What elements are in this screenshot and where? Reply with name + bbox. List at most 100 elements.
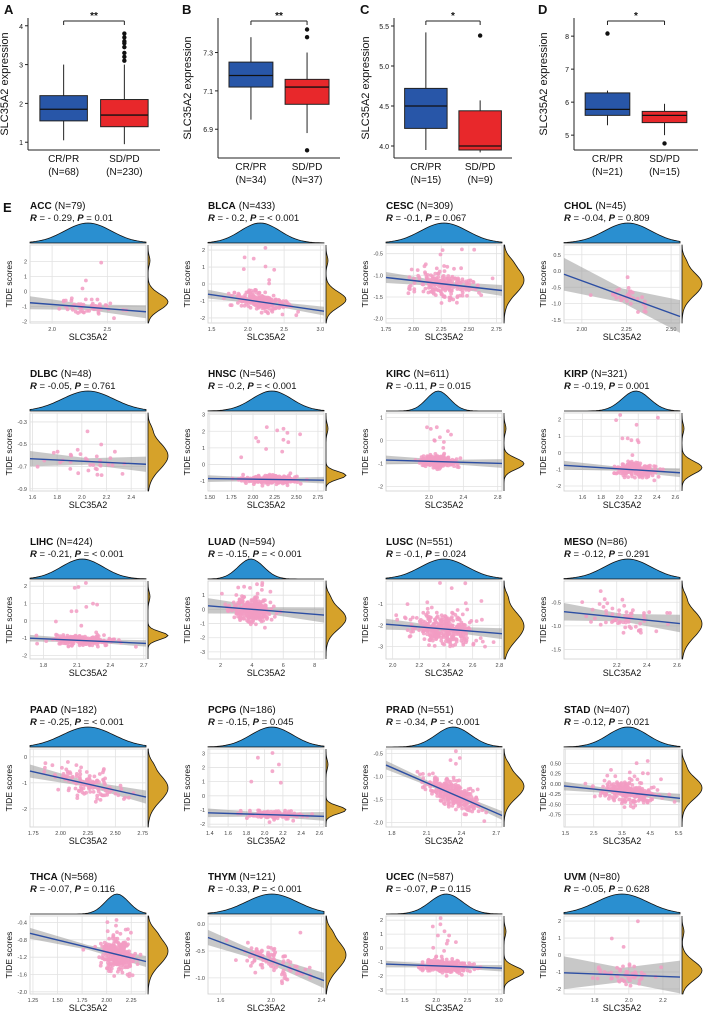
data-point [412, 289, 417, 294]
data-point [88, 790, 93, 794]
data-point [442, 949, 446, 953]
data-point [631, 608, 635, 613]
data-point [443, 618, 448, 623]
data-point [408, 634, 413, 638]
data-point [269, 308, 274, 313]
regression-line [385, 276, 503, 292]
r-label: R [564, 213, 571, 224]
x-tick-label: 2.25 [126, 998, 137, 1004]
panel-title: BLCA (N=433) [208, 201, 275, 212]
data-point [648, 798, 653, 803]
x-tick-label: 2.50 [110, 831, 121, 837]
data-point [296, 309, 300, 314]
p-label: P [609, 213, 616, 224]
data-point [429, 277, 434, 282]
data-point [621, 945, 626, 949]
y-tick-label: 6 [565, 100, 569, 107]
data-point [635, 466, 640, 471]
y-axis-label: TIDE scores [538, 429, 548, 476]
data-point [256, 610, 261, 615]
data-point [421, 282, 426, 287]
data-point [246, 940, 250, 945]
panel-title: THYM (N=121) [208, 872, 276, 883]
x-tick-label: 6 [282, 663, 285, 669]
data-point [624, 969, 629, 974]
y-tick-label: 0 [202, 282, 205, 288]
data-point [113, 449, 117, 454]
significance-label: * [451, 11, 455, 22]
data-point [628, 804, 633, 808]
data-point [629, 459, 634, 464]
data-point [430, 638, 435, 643]
p-label: P [253, 717, 260, 728]
data-point [621, 964, 625, 969]
data-point [99, 960, 104, 965]
data-point [438, 968, 443, 973]
data-point [254, 947, 259, 951]
x-axis-label: SLC35A2 [247, 1003, 286, 1013]
data-point [408, 617, 413, 622]
data-point [622, 805, 627, 809]
x-tick-label: 2.1 [423, 831, 431, 837]
p-eq: = [84, 213, 95, 224]
data-point [474, 619, 479, 623]
y-tick-label: 2 [24, 584, 27, 590]
data-point [438, 252, 443, 257]
r-label: R [564, 549, 571, 560]
boxplot-panel-A: A 1 2 3 4 SLC35A2 expression CR/PR (N=68) SD/PD (… [0, 2, 160, 178]
x-tick-label: 2.6 [469, 663, 477, 669]
stats-line: R = -0.12, P = 0.021 [564, 717, 650, 728]
x-tick-label: 2.4 [460, 495, 468, 501]
data-point [56, 787, 61, 792]
data-point [125, 964, 129, 969]
x-tick-label: 2.0 [432, 998, 440, 1004]
y-tick-label: -0.5 [552, 600, 561, 606]
cancer-name: CESC [386, 201, 414, 212]
data-point [420, 785, 425, 790]
data-point [125, 943, 129, 948]
data-point [74, 763, 79, 767]
data-point [82, 310, 86, 315]
data-point [101, 777, 105, 782]
x-tick-label: 2.00 [408, 327, 419, 333]
data-point [101, 768, 106, 773]
sample-size: (N=321) [591, 369, 627, 380]
data-point [645, 800, 650, 805]
data-point [445, 264, 450, 269]
data-point [51, 450, 56, 455]
data-point [661, 467, 665, 472]
data-point [472, 967, 477, 972]
data-point [43, 765, 47, 770]
p-label: P [430, 381, 437, 392]
sample-size: (N=309) [417, 201, 453, 212]
y-tick-label: 1 [202, 446, 205, 452]
data-point [260, 962, 264, 967]
separator: , [69, 884, 74, 895]
y-tick-label: 0.00 [550, 782, 561, 788]
data-point [245, 958, 250, 963]
x-tick-label: 1.6 [224, 831, 232, 837]
r-value: - 0.2 [226, 213, 245, 224]
data-point [601, 605, 606, 609]
y-tick-label: -2.0 [374, 820, 383, 826]
right-density [503, 580, 525, 660]
data-point [274, 965, 278, 970]
top-density [385, 222, 503, 244]
data-point [254, 622, 258, 627]
x-tick-label: 2.6 [672, 495, 680, 501]
data-point [472, 247, 477, 252]
data-point [80, 286, 85, 291]
category-label: SD/PD [465, 162, 496, 173]
data-point [583, 781, 588, 786]
data-point [434, 787, 439, 792]
data-point [112, 974, 117, 978]
data-point [438, 435, 442, 440]
data-point [248, 954, 252, 959]
data-point [642, 797, 647, 802]
data-point [93, 944, 97, 949]
cancer-name: UCEC [386, 872, 414, 883]
x-tick-label: 2.8 [494, 495, 502, 501]
outlier-point [122, 50, 127, 56]
data-point [435, 791, 440, 795]
data-point [602, 778, 607, 783]
